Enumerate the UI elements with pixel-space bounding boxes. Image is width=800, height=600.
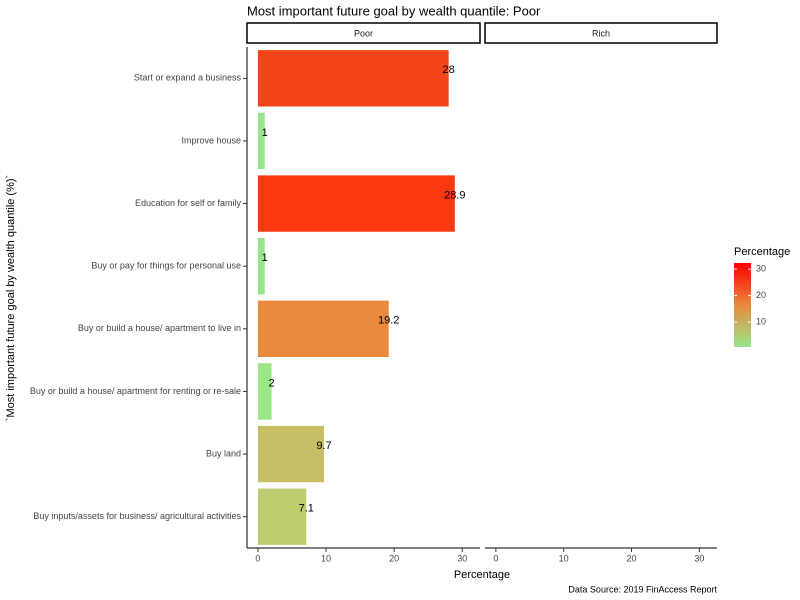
x-tick-label: 30: [694, 553, 704, 563]
x-tick-label: 0: [493, 553, 498, 563]
data-label: 7.1: [299, 503, 314, 515]
facet-label: Rich: [592, 28, 610, 38]
bar: [257, 50, 449, 107]
y-tick-label: Buy inputs/assets for business/ agricult…: [33, 511, 241, 521]
facet-strip: [246, 22, 481, 44]
y-tick-label: Buy or build a house/ apartment to live …: [78, 323, 241, 333]
y-tick-label: Improve house: [181, 135, 241, 145]
colorbar-tick-label: 10: [756, 316, 766, 326]
x-tick-label: 10: [321, 553, 331, 563]
y-tick-label: Buy or pay for things for personal use: [91, 261, 241, 271]
y-tick-label: Buy or build a house/ apartment for rent…: [30, 386, 241, 396]
data-label: 28: [443, 64, 455, 76]
x-tick-label: 10: [559, 553, 569, 563]
colorbar: [734, 263, 751, 347]
data-label: 1: [262, 127, 268, 139]
x-tick-label: 30: [457, 553, 467, 563]
bar: [257, 238, 265, 295]
x-tick-label: 20: [389, 553, 399, 563]
colorbar-tick-label: 20: [756, 290, 766, 300]
data-label: 2: [268, 377, 274, 389]
data-label: 28.9: [444, 189, 465, 201]
bar: [257, 425, 324, 483]
chart-title: Most important future goal by wealth qua…: [247, 3, 541, 18]
data-label: 9.7: [316, 440, 331, 452]
facet-strip: [484, 22, 718, 44]
y-axis-label: `Most important future goal by wealth qu…: [5, 175, 17, 421]
colorbar-tick-label: 30: [756, 263, 766, 273]
y-tick-label: Education for self or family: [135, 198, 242, 208]
data-label: 1: [262, 252, 268, 264]
bar: [257, 488, 307, 545]
data-label: 19.2: [378, 315, 399, 327]
bar: [257, 175, 455, 232]
x-tick-label: 0: [255, 553, 260, 563]
x-axis-label: Percentage: [454, 569, 510, 581]
bar: [257, 300, 389, 357]
bar: [257, 112, 265, 170]
y-tick-label: Buy land: [206, 448, 241, 458]
legend-title: Percentage: [734, 246, 790, 258]
y-tick-label: Start or expand a business: [134, 73, 242, 83]
x-tick-label: 20: [627, 553, 637, 563]
caption: Data Source: 2019 FinAccess Report: [568, 584, 717, 594]
bar: [257, 363, 272, 420]
facet-label: Poor: [354, 28, 373, 38]
